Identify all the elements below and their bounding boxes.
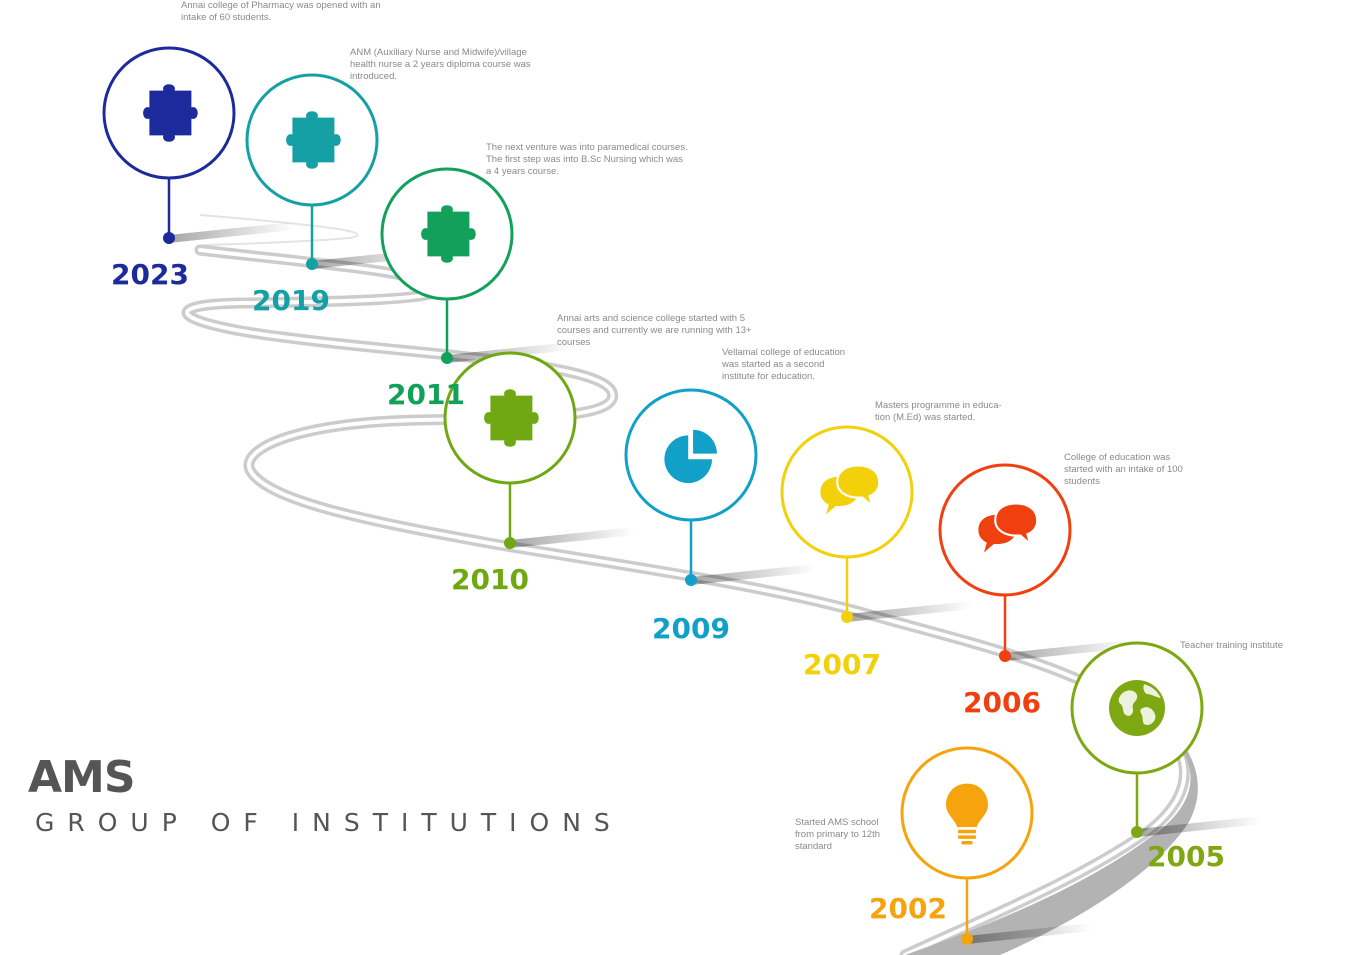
description-line: tion (M.Ed) was started. bbox=[875, 412, 976, 423]
milestone-2002 bbox=[900, 746, 1092, 945]
milestone-2019 bbox=[245, 73, 437, 270]
description-line: The first step was into B.Sc Nursing whi… bbox=[486, 154, 683, 165]
milestone-2010 bbox=[443, 351, 635, 549]
milestone-markers bbox=[102, 46, 1262, 945]
pin-shadow bbox=[1137, 816, 1262, 837]
pin-dot bbox=[685, 574, 697, 586]
year-label-2005: 2005 bbox=[1147, 840, 1225, 873]
year-label-2023: 2023 bbox=[111, 258, 189, 291]
pin-dot bbox=[961, 933, 973, 945]
puzzle-icon bbox=[286, 111, 341, 169]
puzzle-icon bbox=[143, 84, 198, 142]
pin-dot bbox=[504, 537, 516, 549]
milestone-description-2010: Annai arts and science college started w… bbox=[557, 313, 752, 349]
milestone-2006 bbox=[938, 463, 1130, 662]
brand-subtitle: GROUP OF INSTITUTIONS bbox=[35, 808, 623, 837]
description-line: College of education was bbox=[1064, 452, 1171, 463]
year-label-2011: 2011 bbox=[387, 378, 465, 411]
brand-title: AMS bbox=[28, 752, 136, 803]
pin-shadow bbox=[967, 923, 1092, 944]
description-line: started with an intake of 100 bbox=[1064, 464, 1183, 475]
milestone-description-2007: Masters programme in educa-tion (M.Ed) w… bbox=[875, 400, 1002, 424]
milestone-2011 bbox=[380, 167, 572, 364]
milestone-description-2006: College of education was started with an … bbox=[1064, 452, 1183, 488]
description-line: intake of 60 students. bbox=[181, 12, 272, 23]
pin-dot bbox=[841, 611, 853, 623]
puzzle-icon bbox=[484, 389, 539, 447]
pin-ring bbox=[624, 388, 758, 522]
globe-icon bbox=[1109, 680, 1165, 736]
pin-shadow bbox=[691, 564, 816, 585]
year-label-2009: 2009 bbox=[652, 612, 730, 645]
description-line: The next venture was into paramedical co… bbox=[486, 142, 688, 153]
year-label-2007: 2007 bbox=[803, 648, 881, 681]
milestone-2007 bbox=[780, 425, 972, 623]
year-label-2010: 2010 bbox=[451, 563, 529, 596]
pin-dot bbox=[1131, 826, 1143, 838]
year-label-2002: 2002 bbox=[869, 892, 947, 925]
description-line: standard bbox=[795, 841, 832, 852]
pin-dot bbox=[163, 232, 175, 244]
milestone-description-2002: Started AMS school from primary to 12th st… bbox=[795, 817, 880, 853]
description-line: health nurse a 2 years diploma course wa… bbox=[350, 59, 531, 70]
milestone-description-2009: Vellamal college of education was started… bbox=[722, 347, 845, 383]
description-line: Teacher training institute bbox=[1180, 640, 1283, 651]
description-line: a 4 years course. bbox=[486, 166, 559, 177]
description-line: introduced. bbox=[350, 71, 398, 82]
description-line: ANM (Auxiliary Nurse and Midwife)/villag… bbox=[350, 47, 527, 58]
year-label-2006: 2006 bbox=[963, 686, 1041, 719]
description-line: institute for education. bbox=[722, 371, 815, 382]
pin-shadow bbox=[1005, 640, 1130, 661]
pin-dot bbox=[999, 650, 1011, 662]
pin-dot bbox=[441, 352, 453, 364]
description-line: from primary to 12th bbox=[795, 829, 880, 840]
pin-shadow bbox=[847, 601, 972, 622]
pin-dot bbox=[306, 258, 318, 270]
year-label-2019: 2019 bbox=[252, 284, 330, 317]
puzzle-icon bbox=[421, 205, 476, 263]
description-line: Annai arts and science college started w… bbox=[557, 313, 745, 324]
milestone-description-2023: Annai college of Pharmacy was opened wit… bbox=[181, 0, 381, 24]
milestone-2023 bbox=[102, 46, 294, 244]
milestone-2005 bbox=[1070, 641, 1262, 838]
description-line: courses and currently we are running wit… bbox=[557, 325, 752, 336]
pin-shadow bbox=[510, 527, 635, 548]
description-line: Masters programme in educa- bbox=[875, 400, 1002, 411]
pin-shadow bbox=[169, 222, 294, 243]
description-line: students bbox=[1064, 476, 1100, 487]
description-line: Annai college of Pharmacy was opened wit… bbox=[181, 0, 381, 11]
milestone-description-2011: The next venture was into paramedical co… bbox=[486, 142, 688, 178]
description-line: was started as a second bbox=[722, 359, 825, 370]
milestone-2009 bbox=[624, 388, 816, 586]
milestone-description-2019: ANM (Auxiliary Nurse and Midwife)/villag… bbox=[350, 47, 531, 83]
description-line: Vellamal college of education bbox=[722, 347, 846, 358]
milestone-description-2005: Teacher training institute bbox=[1180, 640, 1283, 652]
description-line: courses bbox=[557, 337, 591, 348]
description-line: Started AMS school bbox=[795, 817, 879, 828]
